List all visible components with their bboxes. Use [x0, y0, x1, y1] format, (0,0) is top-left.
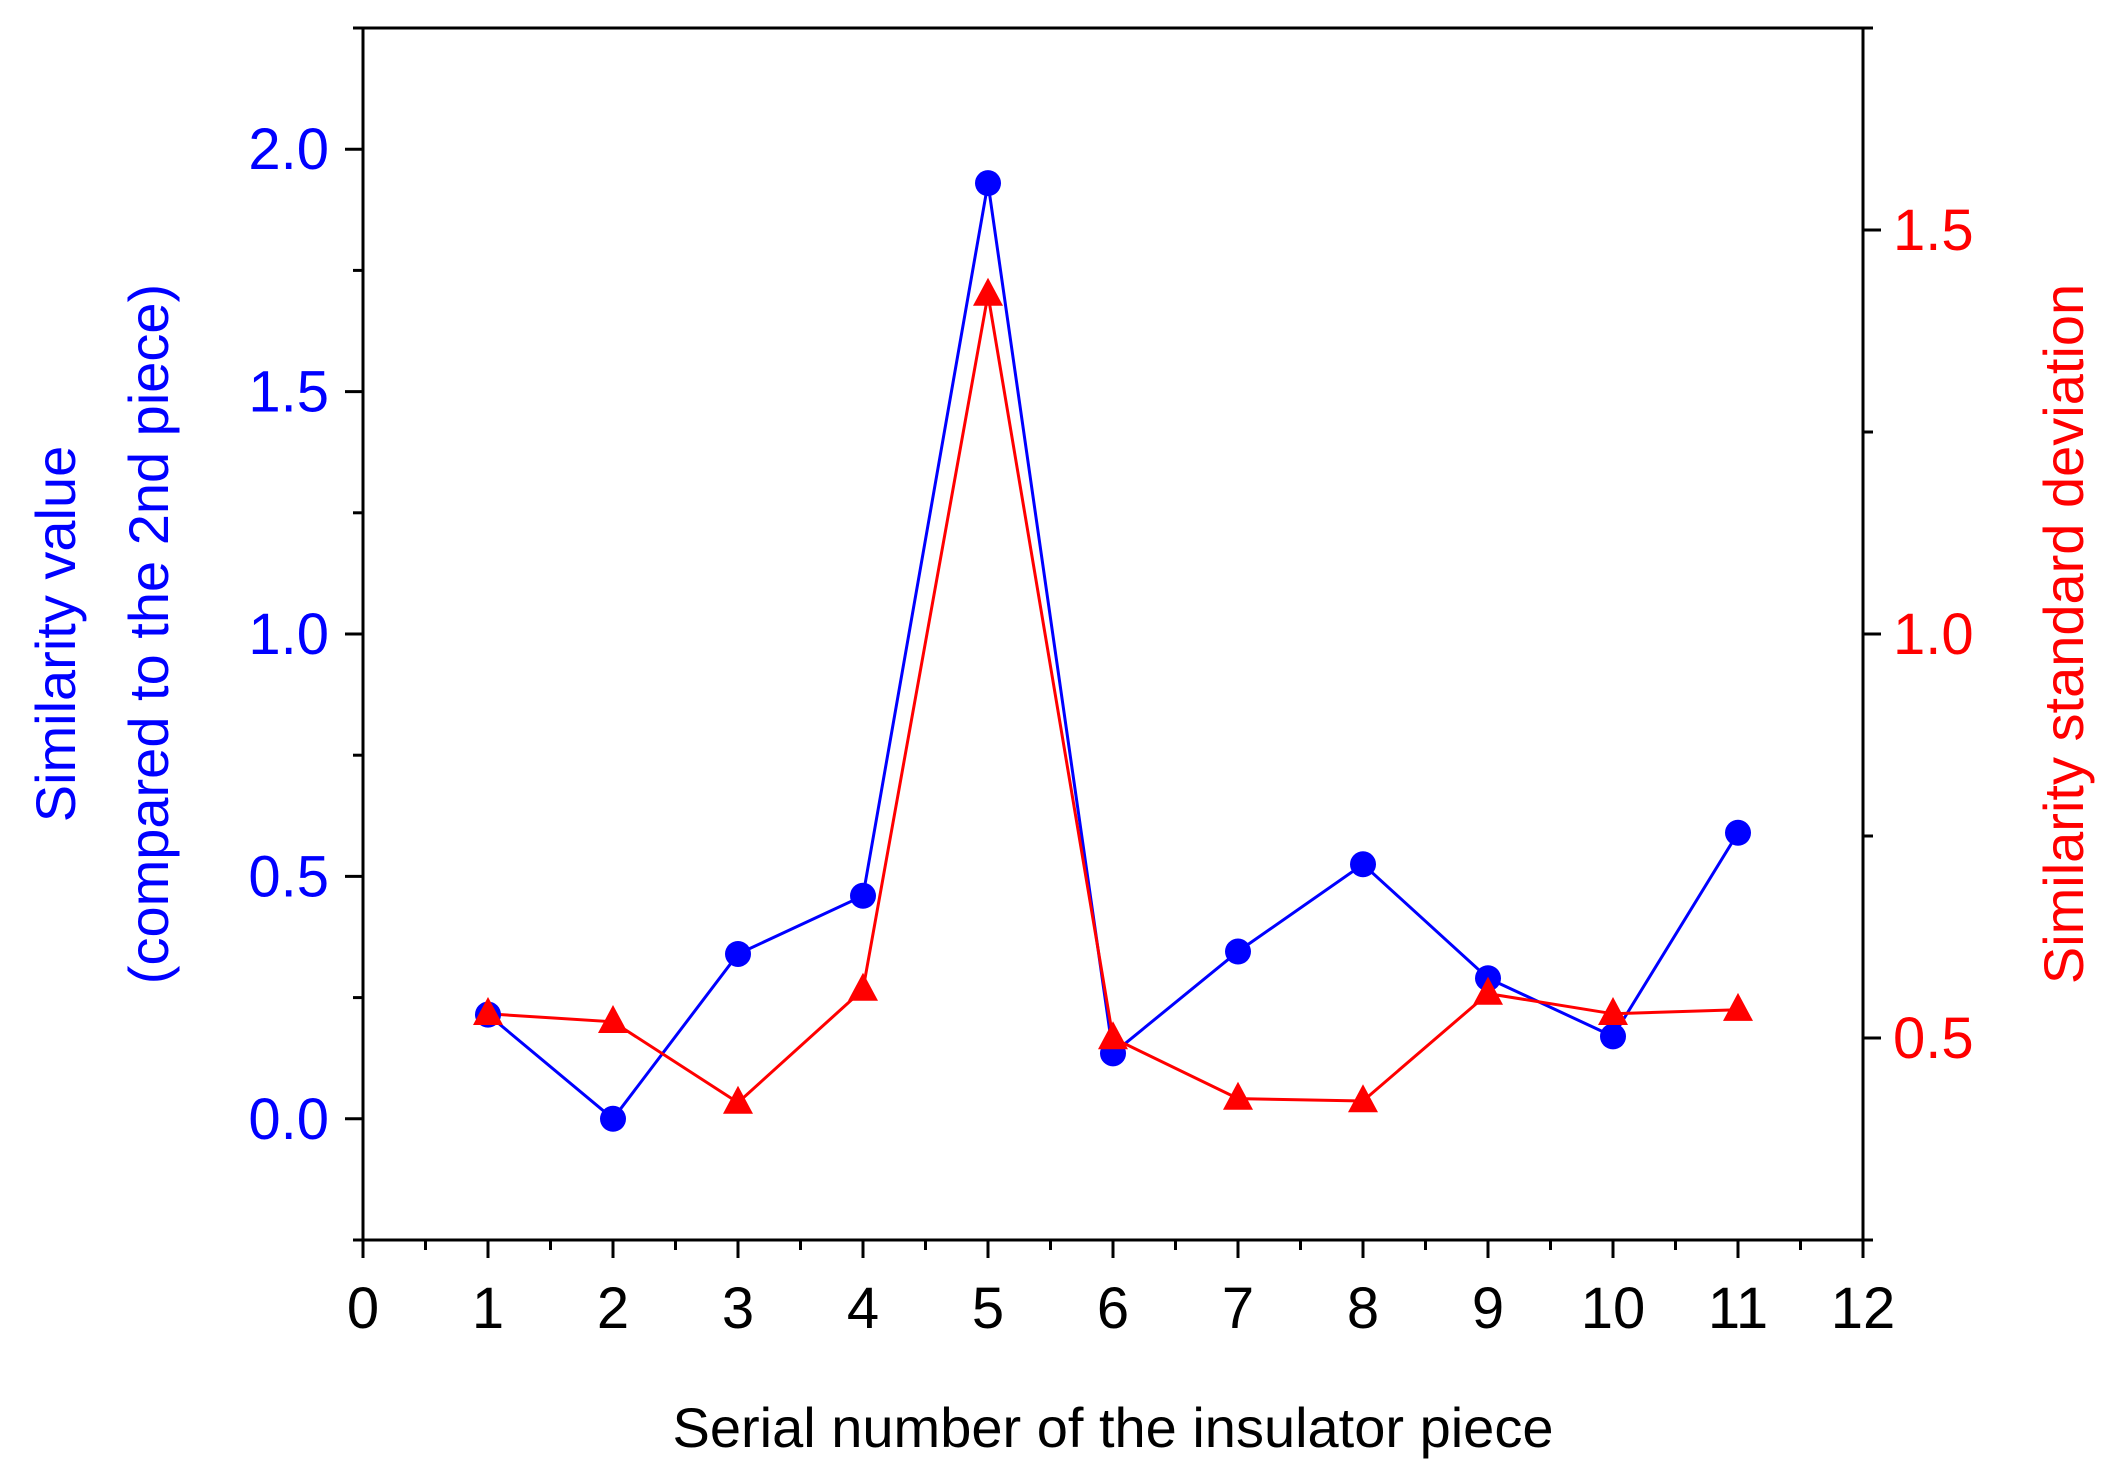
x-tick-label: 2	[597, 1276, 629, 1341]
x-tick-label: 10	[1581, 1276, 1646, 1341]
data-point-similarity-std	[1348, 1084, 1378, 1113]
x-tick-label: 5	[972, 1276, 1004, 1341]
data-point-similarity-value	[725, 940, 751, 967]
data-point-similarity-std	[973, 277, 1003, 306]
x-axis-label: Serial number of the insulator piece	[673, 1396, 1554, 1459]
left-tick-label: 1.0	[248, 602, 329, 667]
x-tick-label: 1	[472, 1276, 504, 1341]
left-tick-label: 0.5	[248, 844, 329, 909]
data-point-similarity-value	[1225, 938, 1251, 965]
series-layer	[473, 170, 1753, 1132]
x-tick-label: 7	[1222, 1276, 1254, 1341]
right-tick-label: 0.5	[1893, 1006, 1974, 1071]
data-point-similarity-value	[1350, 851, 1376, 878]
x-axis: 0 1 2 3 4 5 6 7 8 9 10 11 12	[347, 1240, 1895, 1341]
x-tick-label: 4	[847, 1276, 879, 1341]
right-tick-label: 1.0	[1893, 602, 1974, 667]
left-axis-label-line1: Similarity value	[24, 446, 87, 823]
right-y-axis: 0.5 1.0 1.5	[1863, 26, 1974, 1242]
data-point-similarity-value	[1600, 1023, 1626, 1050]
data-point-similarity-value	[600, 1105, 626, 1132]
data-point-similarity-std	[1473, 976, 1503, 1005]
data-point-similarity-std	[598, 1005, 628, 1033]
left-tick-label: 2.0	[248, 117, 329, 182]
data-point-similarity-std	[1723, 992, 1753, 1021]
data-point-similarity-std	[1598, 997, 1628, 1025]
right-tick-label: 1.5	[1893, 198, 1974, 263]
data-point-similarity-value	[975, 170, 1001, 197]
x-tick-label: 11	[1708, 1276, 1768, 1341]
data-point-similarity-value	[850, 882, 876, 909]
data-point-similarity-std	[1098, 1021, 1128, 1050]
x-tick-label: 9	[1472, 1276, 1504, 1341]
x-tick-label: 3	[722, 1276, 754, 1341]
x-tick-label: 8	[1347, 1276, 1379, 1341]
x-tick-label: 0	[347, 1276, 379, 1341]
x-tick-label: 12	[1831, 1276, 1896, 1341]
x-tick-label: 6	[1097, 1276, 1129, 1341]
right-axis-label: Similarity standard deviation	[2032, 284, 2095, 984]
left-y-axis: 0.0 0.5 1.0 1.5 2.0	[248, 26, 363, 1242]
data-point-similarity-std	[848, 972, 878, 1001]
left-tick-label: 0.0	[248, 1087, 329, 1152]
left-tick-label: 1.5	[248, 360, 329, 425]
data-point-similarity-std	[1223, 1081, 1253, 1110]
data-point-similarity-std	[473, 997, 503, 1025]
left-axis-label-line2: (compared to the 2nd piece)	[117, 284, 180, 984]
data-point-similarity-value	[1725, 819, 1751, 846]
data-point-similarity-std	[723, 1085, 753, 1114]
